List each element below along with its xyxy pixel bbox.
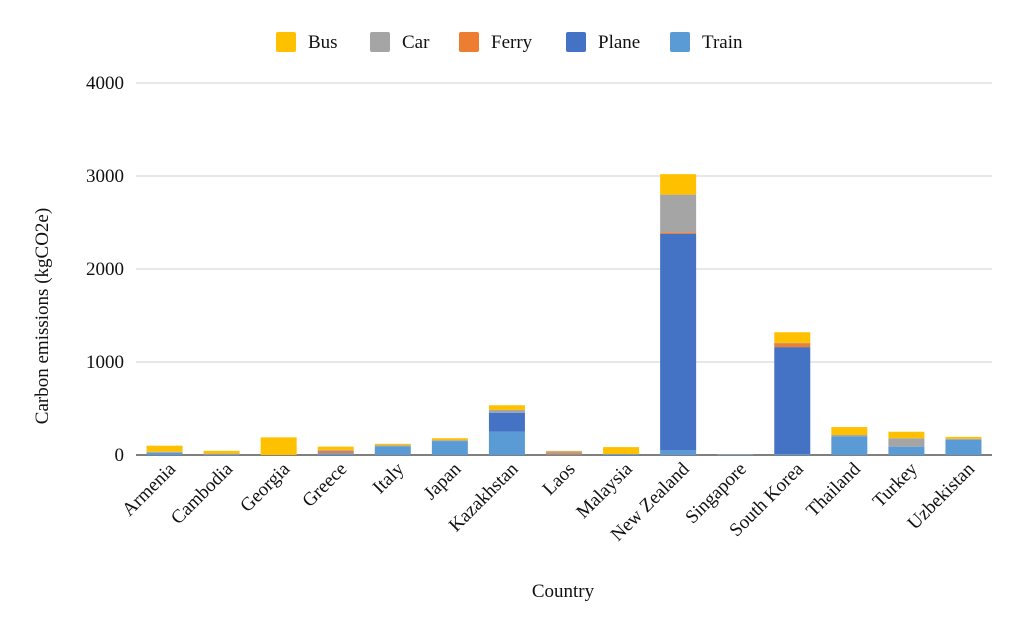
legend-label-bus: Bus	[308, 32, 338, 53]
x-tick-label-italy: Italy	[369, 458, 409, 498]
bar-georgia-bus	[260, 437, 297, 455]
bar-cambodia-bus	[203, 450, 240, 454]
bar-turkey-train	[888, 446, 925, 455]
bar-uzbekistan-bus	[945, 436, 982, 439]
bar-malaysia-train	[603, 454, 640, 455]
bar-turkey-bus	[888, 431, 925, 439]
bar-kazakhstan-train	[488, 431, 525, 455]
legend-label-car: Car	[402, 32, 430, 53]
y-tick-label-0: 0	[115, 445, 125, 466]
bar-greece-train	[317, 453, 354, 455]
y-axis-title: Carbon emissions (kgCO2e)	[32, 208, 53, 424]
bar-thailand-train	[831, 436, 868, 455]
bar-south-korea-car	[774, 342, 811, 344]
bar-singapore-car	[717, 454, 754, 455]
bar-south-korea-ferry	[774, 343, 811, 348]
x-tick-label-cambodia: Cambodia	[167, 458, 237, 528]
bar-uzbekistan-train	[945, 439, 982, 455]
x-tick-label-georgia: Georgia	[236, 458, 294, 516]
legend: Bus Car Ferry Plane Train	[276, 32, 743, 53]
bar-japan-car	[431, 440, 468, 442]
bar-italy-car	[374, 445, 411, 447]
bar-new-zealand-ferry	[660, 232, 697, 234]
bar-south-korea-plane	[774, 347, 811, 455]
bar-greece-bus	[317, 446, 354, 450]
bar-kazakhstan-plane	[488, 412, 525, 432]
bar-malaysia-bus	[603, 447, 640, 455]
bar-new-zealand-train	[660, 450, 697, 455]
x-axis-title: Country	[532, 581, 595, 602]
bar-greece-ferry	[317, 450, 354, 454]
y-tick-label-1000: 1000	[86, 352, 124, 373]
gridlines	[136, 82, 992, 456]
legend-swatch-bus	[276, 32, 296, 52]
legend-label-ferry: Ferry	[491, 32, 533, 53]
bar-laos-car	[546, 451, 582, 454]
bar-laos-train	[546, 454, 582, 456]
legend-swatch-train	[670, 32, 690, 52]
bar-turkey-car	[888, 438, 925, 447]
bars	[146, 174, 982, 456]
bar-japan-bus	[431, 438, 468, 441]
bar-uzbekistan-car	[945, 438, 982, 440]
legend-label-train: Train	[702, 32, 743, 53]
bar-greece-car	[317, 449, 354, 451]
bar-italy-train	[374, 446, 411, 455]
bar-kazakhstan-car	[488, 409, 525, 413]
bar-south-korea-train	[774, 454, 811, 455]
bar-singapore-train	[717, 454, 754, 456]
y-axis-ticks: 0 1000 2000 3000 4000	[86, 73, 124, 466]
bar-laos-ferry	[546, 453, 582, 455]
bar-cambodia-car	[203, 453, 240, 455]
bar-new-zealand-car	[660, 194, 697, 233]
bar-new-zealand-plane	[660, 233, 697, 451]
bar-new-zealand-bus	[660, 174, 697, 195]
bar-south-korea-bus	[774, 332, 811, 343]
legend-swatch-plane	[566, 32, 586, 52]
bar-japan-train	[431, 441, 468, 455]
bar-kazakhstan-bus	[488, 405, 525, 410]
bar-thailand-bus	[831, 427, 868, 436]
x-tick-label-greece: Greece	[298, 459, 351, 512]
bar-armenia-train	[146, 452, 183, 455]
x-tick-label-laos: Laos	[539, 459, 580, 500]
legend-swatch-car	[370, 32, 390, 52]
x-tick-label-thailand: Thailand	[802, 458, 865, 521]
bar-armenia-bus	[146, 445, 183, 452]
bar-italy-bus	[374, 443, 411, 446]
bar-cambodia-train	[203, 454, 240, 456]
legend-swatch-ferry	[459, 32, 479, 52]
x-tick-label-turkey: Turkey	[869, 458, 923, 512]
y-tick-label-2000: 2000	[86, 259, 124, 280]
bar-laos-bus	[546, 450, 582, 452]
bar-thailand-car	[831, 435, 868, 437]
y-tick-label-4000: 4000	[86, 73, 124, 94]
y-tick-label-3000: 3000	[86, 166, 124, 187]
legend-label-plane: Plane	[598, 32, 640, 53]
x-tick-label-japan: Japan	[420, 458, 466, 504]
bar-armenia-car	[146, 451, 183, 453]
